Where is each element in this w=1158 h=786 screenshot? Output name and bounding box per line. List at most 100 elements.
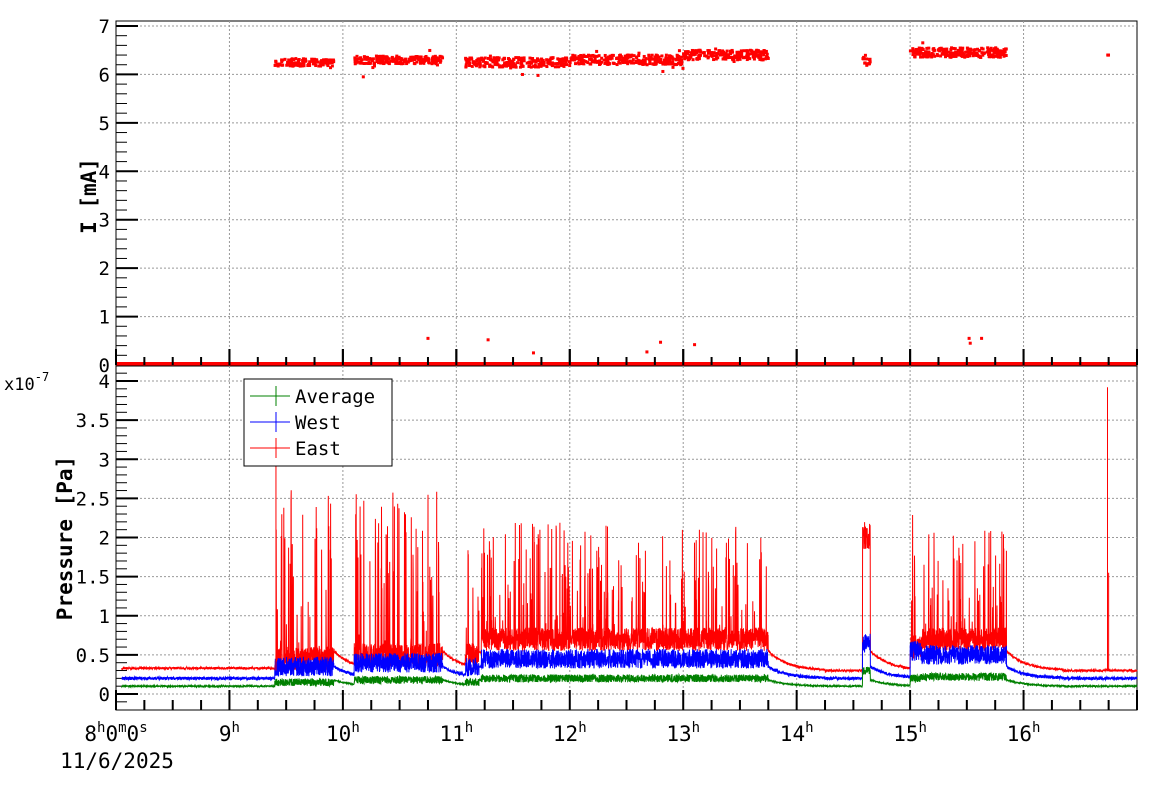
current-point [426,336,430,340]
current-point [707,49,711,53]
current-point [519,59,523,63]
current-point [914,47,918,51]
current-point [522,56,526,60]
x-date-label: 11/6/2025 [60,749,174,773]
current-point [438,54,442,58]
current-point [533,64,537,68]
current-point [944,55,948,59]
current-point [593,57,597,61]
current-point [930,52,934,56]
current-point [600,56,604,60]
current-point [745,51,749,55]
current-point [507,58,511,62]
current-point [308,60,312,64]
current-point [960,48,964,52]
current-point [981,53,985,57]
current-point [375,60,379,64]
current-point [692,49,696,53]
current-point [326,58,330,62]
current-point [404,57,408,61]
current-point [703,54,707,58]
current-point [408,58,412,62]
current-point [510,59,514,63]
current-point [374,54,378,58]
current-point [754,54,758,58]
y-tick-label: 3 [99,449,110,471]
current-point [517,56,521,60]
current-point [648,62,652,66]
current-point [683,57,687,61]
current-point [329,66,333,70]
current-axis-label: I [mA] [77,158,101,234]
current-point [730,48,734,52]
current-point [704,54,708,58]
current-point [641,62,645,66]
current-point [598,62,602,66]
current-point [600,60,604,64]
current-point [298,64,302,68]
y-tick-label: 2.5 [76,488,110,510]
current-point [396,61,400,65]
current-point [762,53,766,57]
current-point [308,62,312,66]
current-point [686,56,690,60]
current-point [604,58,608,62]
current-point [966,54,970,58]
current-point [570,56,574,60]
current-point [478,64,482,68]
current-point [595,49,599,53]
current-point [606,62,610,66]
current-point [925,46,929,50]
current-point [311,59,315,63]
current-point [481,59,485,63]
current-point [681,66,685,70]
current-point [488,58,492,62]
current-point [488,64,492,68]
current-point [715,51,719,55]
current-point [593,55,597,59]
current-point [674,58,678,62]
current-point [493,59,497,63]
current-point [401,62,405,66]
current-point [953,47,957,51]
current-point [933,54,937,58]
current-point [952,51,956,55]
current-point [746,49,750,53]
current-point [987,52,991,56]
current-point [413,58,417,62]
current-point [1004,47,1008,51]
current-point [483,60,487,64]
current-point [746,55,750,59]
current-point [642,58,646,62]
current-point [729,52,733,56]
current-point [634,55,638,59]
current-point [628,55,632,59]
current-point [724,57,728,61]
y-tick-label: 3 [99,210,110,232]
current-point [608,57,612,61]
current-point [758,53,762,57]
current-point [932,49,936,53]
current-point [942,47,946,51]
current-point [737,51,741,55]
current-point [372,64,376,68]
current-point [516,61,520,65]
pressure-line-east [121,490,1138,674]
current-point [952,46,956,50]
current-point [948,51,952,55]
current-point [553,65,557,69]
current-point [923,52,927,56]
current-point [948,55,952,59]
current-point [317,64,321,68]
current-point [921,48,925,52]
current-point [297,61,301,65]
current-point [654,53,658,57]
current-point [752,55,756,59]
current-point [434,61,438,65]
current-point [935,52,939,56]
current-point [415,55,419,59]
current-point [593,60,597,64]
current-point [505,60,509,64]
current-point [486,338,490,342]
current-point [664,53,668,57]
